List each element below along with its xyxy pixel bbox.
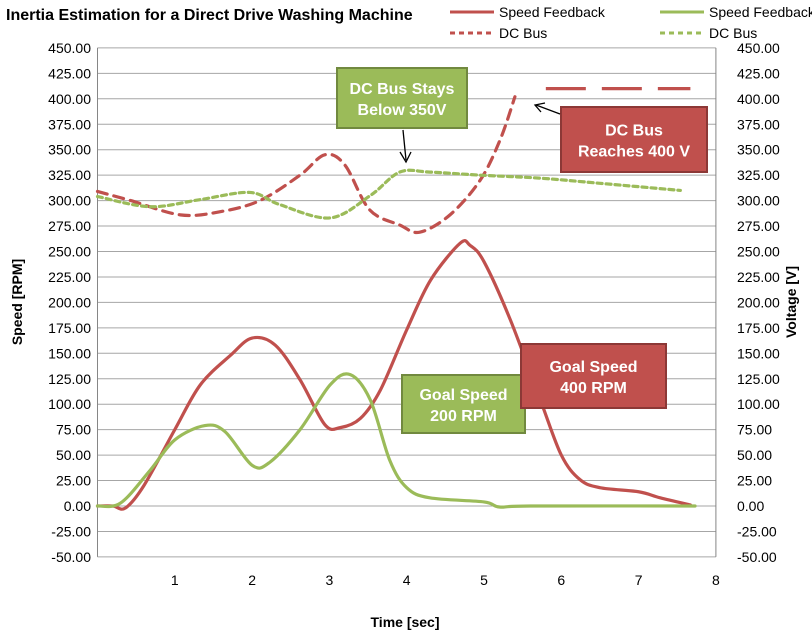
x-axis-title: Time [sec] — [371, 614, 440, 630]
legend-label: DC Bus — [709, 25, 757, 41]
annotation-text: Below 350V — [358, 102, 447, 119]
x-tick-label: 4 — [403, 572, 411, 588]
y-tick-label: 400.00 — [48, 91, 91, 107]
y2-tick-label: -50.00 — [737, 549, 777, 565]
y-tick-label: 150.00 — [48, 345, 91, 361]
y-tick-label: 450.00 — [48, 40, 91, 56]
y2-tick-label: 325.00 — [737, 167, 780, 183]
y2-tick-label: 75.00 — [737, 422, 772, 438]
annotation-box-red-dc — [560, 106, 708, 173]
legend-label: DC Bus — [499, 25, 547, 41]
y2-tick-label: 150.00 — [737, 345, 780, 361]
y2-tick-label: 250.00 — [737, 244, 780, 260]
annotation-arrow — [535, 104, 561, 115]
x-tick-label: 7 — [635, 572, 643, 588]
y2-tick-label: 25.00 — [737, 473, 772, 489]
y2-tick-label: 200.00 — [737, 294, 780, 310]
annotation-text: 400 RPM — [560, 380, 627, 397]
y-tick-label: -25.00 — [51, 523, 91, 539]
x-tick-label: 6 — [557, 572, 565, 588]
y-tick-label: 275.00 — [48, 218, 91, 234]
annotation-text: Reaches 400 V — [578, 144, 690, 161]
x-tick-label: 2 — [248, 572, 256, 588]
y-tick-label: 125.00 — [48, 371, 91, 387]
y2-tick-label: 350.00 — [737, 142, 780, 158]
y2-tick-label: 100.00 — [737, 396, 780, 412]
annotation-box-green-dc — [336, 67, 468, 129]
y-tick-label: 350.00 — [48, 142, 91, 158]
y2-tick-label: 300.00 — [737, 193, 780, 209]
series-line-dc-bus — [95, 168, 682, 220]
annotation-text: Goal Speed — [419, 387, 507, 404]
y2-tick-label: 125.00 — [737, 371, 780, 387]
series-line-speed-feedback — [95, 372, 697, 509]
legend-label: Speed Feedback — [499, 4, 606, 20]
y-tick-label: 375.00 — [48, 116, 91, 132]
chart-title: Inertia Estimation for a Direct Drive Wa… — [6, 7, 413, 24]
y-tick-label: 175.00 — [48, 320, 91, 336]
y2-tick-label: 50.00 — [737, 447, 772, 463]
y-tick-label: 100.00 — [48, 396, 91, 412]
arrow-head-icon — [533, 102, 546, 113]
y-tick-label: 75.00 — [56, 422, 91, 438]
y-tick-label: 225.00 — [48, 269, 91, 285]
y-tick-label: 425.00 — [48, 65, 91, 81]
annotation-arrow — [402, 129, 407, 161]
y-axis-title: Speed [RPM] — [9, 259, 25, 345]
y2-tick-label: 225.00 — [737, 269, 780, 285]
annotation-text: DC Bus Stays — [350, 81, 455, 98]
series-line-dc-bus — [95, 95, 517, 235]
y2-tick-label: 375.00 — [737, 116, 780, 132]
y-tick-label: -50.00 — [51, 549, 91, 565]
series-line-speed-feedback — [95, 239, 692, 511]
y-tick-label: 200.00 — [48, 294, 91, 310]
y-tick-label: 0.00 — [64, 498, 91, 514]
y-tick-label: 50.00 — [56, 447, 91, 463]
annotation-box-red-goal — [520, 343, 667, 409]
annotation-text: 200 RPM — [430, 408, 497, 425]
annotation-text: Goal Speed — [549, 359, 637, 376]
x-tick-label: 5 — [480, 572, 488, 588]
x-tick-label: 1 — [171, 572, 179, 588]
y-tick-label: 25.00 — [56, 473, 91, 489]
x-tick-label: 3 — [326, 572, 334, 588]
y2-tick-label: 425.00 — [737, 65, 780, 81]
annotation-text: DC Bus — [605, 123, 663, 140]
y2-axis-title: Voltage [V] — [783, 266, 799, 338]
y2-tick-label: -25.00 — [737, 523, 777, 539]
y2-tick-label: 275.00 — [737, 218, 780, 234]
x-tick-label: 8 — [712, 572, 720, 588]
legend-label: Speed Feedback — [709, 4, 812, 20]
y2-tick-label: 400.00 — [737, 91, 780, 107]
y2-tick-label: 175.00 — [737, 320, 780, 336]
y2-tick-label: 0.00 — [737, 498, 764, 514]
y-tick-label: 250.00 — [48, 244, 91, 260]
y-tick-label: 300.00 — [48, 193, 91, 209]
y-tick-label: 325.00 — [48, 167, 91, 183]
y2-tick-label: 450.00 — [737, 40, 780, 56]
arrow-head-icon — [399, 151, 412, 164]
